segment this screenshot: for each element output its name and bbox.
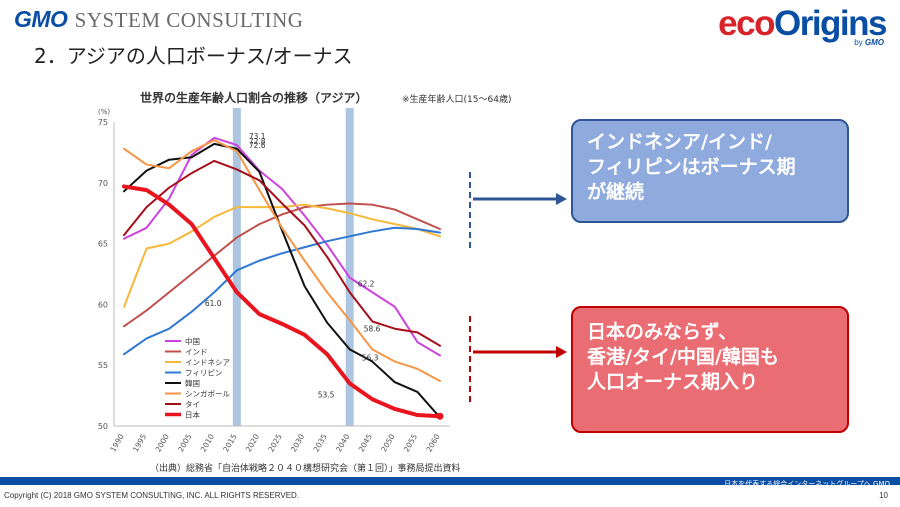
chart-title: 世界の生産年齢人口割合の推移（アジア）	[140, 90, 368, 105]
callout-onus: 日本のみならず、 香港/タイ/中国/韓国も 人口オーナス期入り	[571, 306, 849, 433]
ecorigins-logo: ecoOrigins by GMO	[718, 4, 888, 47]
population-chart: 世界の生産年齢人口割合の推移（アジア） ※生産年齢人口(15～64歳) (%) …	[97, 90, 567, 474]
blue-arrow-head	[556, 193, 567, 205]
series-line	[123, 142, 441, 419]
data-label: 62.2	[358, 280, 375, 289]
callout-onus-line: 日本のみならず、	[587, 321, 738, 343]
series-line	[123, 202, 441, 328]
series-line	[123, 139, 441, 383]
callout-bonus-line: が継続	[587, 181, 645, 203]
red-arrow-head	[556, 346, 567, 358]
data-label: 72.6	[249, 141, 266, 150]
legend-label: インド	[185, 348, 208, 357]
data-label: 73.1	[249, 132, 266, 141]
callout-bonus-line: フィリピンはボーナス期	[587, 156, 796, 178]
legend-label: タイ	[185, 400, 200, 409]
legend-label: 日本	[185, 410, 200, 420]
copyright: Copyright (C) 2018 GMO SYSTEM CONSULTING…	[4, 491, 300, 500]
eco-byline-prefix: by	[854, 38, 863, 47]
chart-source: （出典）総務省「自治体戦略２０４０構想研究会（第１回）」事務局提出資料	[150, 462, 461, 474]
series-line	[123, 136, 441, 357]
footer-bar	[0, 477, 900, 485]
callout-bonus: インドネシア/インド/ フィリピンはボーナス期 が継続	[571, 119, 849, 223]
callout-bonus-line: インドネシア/インド/	[587, 131, 772, 153]
company-logo-text: SYSTEM CONSULTING	[74, 8, 304, 32]
eco-byline-brand: GMO	[864, 38, 884, 47]
callout-onus-line: 人口オーナス期入り	[587, 371, 759, 393]
legend-label: 韓国	[185, 378, 200, 388]
legend-label: シンガポール	[185, 389, 230, 399]
company-logo-brand: GMO	[14, 6, 68, 32]
legend-label: インドネシア	[185, 358, 230, 367]
y-tick-label: 75	[98, 118, 108, 127]
callout-onus-line: 香港/タイ/中国/韓国も	[587, 346, 779, 368]
highlight-band	[345, 108, 354, 426]
legend-label: 中国	[185, 336, 200, 346]
data-label: 61.0	[205, 299, 222, 308]
chart-note: ※生産年齢人口(15～64歳)	[402, 93, 511, 105]
legend-label: フィリピン	[185, 369, 222, 378]
slide-title: 2．アジアの人口ボーナス/オーナス	[34, 44, 353, 68]
company-logo: GMO SYSTEM CONSULTING	[14, 6, 303, 33]
data-label: 72.8	[249, 137, 266, 146]
y-tick-label: 50	[98, 422, 108, 431]
series-line	[123, 203, 441, 308]
series-line	[123, 159, 441, 347]
page-number: 10	[879, 491, 888, 500]
y-axis-unit: (%)	[98, 108, 110, 116]
data-label: 58.6	[364, 324, 381, 333]
eco-logo-part2: Origins	[773, 4, 888, 43]
y-tick-label: 65	[98, 240, 108, 249]
data-label: 53.5	[318, 390, 335, 399]
eco-logo-part1: eco	[718, 4, 775, 43]
series-line	[123, 226, 441, 356]
series-line	[122, 184, 442, 419]
y-tick-label: 55	[98, 361, 108, 370]
footer-tagline: 日本を代表する総合インターネットグループへ GMO	[724, 480, 890, 488]
series-end-marker	[436, 412, 444, 420]
highlight-band	[232, 108, 241, 426]
y-tick-label: 70	[98, 179, 108, 188]
y-tick-label: 60	[98, 300, 108, 309]
data-label: 56.3	[362, 353, 379, 362]
